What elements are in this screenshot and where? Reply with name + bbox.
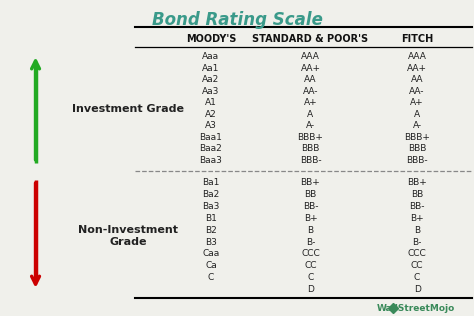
- Text: BBB: BBB: [408, 144, 426, 153]
- Text: CCC: CCC: [408, 250, 427, 258]
- Text: A2: A2: [205, 110, 217, 119]
- Text: AA-: AA-: [410, 87, 425, 96]
- Text: CC: CC: [304, 261, 317, 270]
- Text: AA: AA: [304, 76, 317, 84]
- Text: B-: B-: [306, 238, 315, 246]
- Text: Bond Rating Scale: Bond Rating Scale: [152, 11, 322, 29]
- Text: B1: B1: [205, 214, 217, 223]
- Text: A+: A+: [410, 98, 424, 107]
- Text: C: C: [208, 273, 214, 282]
- Text: BBB-: BBB-: [406, 156, 428, 165]
- Text: STANDARD & POOR'S: STANDARD & POOR'S: [253, 33, 368, 44]
- Text: MOODY'S: MOODY'S: [186, 33, 236, 44]
- Text: BBB: BBB: [301, 144, 319, 153]
- Text: AAA: AAA: [408, 52, 427, 61]
- Text: BB+: BB+: [301, 179, 320, 187]
- Text: AA-: AA-: [303, 87, 318, 96]
- Text: Baa1: Baa1: [200, 133, 222, 142]
- Text: Ca: Ca: [205, 261, 217, 270]
- Text: BB-: BB-: [303, 202, 318, 211]
- Text: D: D: [414, 285, 420, 294]
- Text: C: C: [414, 273, 420, 282]
- Text: AAA: AAA: [301, 52, 320, 61]
- Text: A-: A-: [306, 121, 315, 130]
- Text: B2: B2: [205, 226, 217, 235]
- Text: Ba3: Ba3: [202, 202, 219, 211]
- Text: BB: BB: [304, 190, 317, 199]
- Text: B3: B3: [205, 238, 217, 246]
- Text: CC: CC: [411, 261, 423, 270]
- Text: Aaa: Aaa: [202, 52, 219, 61]
- Text: Aa2: Aa2: [202, 76, 219, 84]
- Text: Baa2: Baa2: [200, 144, 222, 153]
- Text: B: B: [308, 226, 313, 235]
- Text: D: D: [307, 285, 314, 294]
- Text: B+: B+: [410, 214, 424, 223]
- Text: BB: BB: [411, 190, 423, 199]
- Text: BB-: BB-: [410, 202, 425, 211]
- Text: Non-Investment
Grade: Non-Investment Grade: [78, 225, 178, 247]
- Text: A-: A-: [412, 121, 422, 130]
- Text: Ba2: Ba2: [202, 190, 219, 199]
- Text: B+: B+: [304, 214, 317, 223]
- Text: BBB+: BBB+: [404, 133, 430, 142]
- Text: Baa3: Baa3: [200, 156, 222, 165]
- Text: A: A: [414, 110, 420, 119]
- Text: BB+: BB+: [407, 179, 427, 187]
- Text: Aa3: Aa3: [202, 87, 219, 96]
- Text: CCC: CCC: [301, 250, 320, 258]
- Text: A3: A3: [205, 121, 217, 130]
- Text: B-: B-: [412, 238, 422, 246]
- Text: A1: A1: [205, 98, 217, 107]
- Text: AA+: AA+: [407, 64, 427, 73]
- Text: Caa: Caa: [202, 250, 219, 258]
- Text: BBB+: BBB+: [298, 133, 323, 142]
- Text: C: C: [307, 273, 314, 282]
- Text: Investment Grade: Investment Grade: [72, 104, 184, 113]
- Text: FITCH: FITCH: [401, 33, 433, 44]
- Text: AA: AA: [411, 76, 423, 84]
- Text: B: B: [414, 226, 420, 235]
- Text: AA+: AA+: [301, 64, 320, 73]
- Text: Aa1: Aa1: [202, 64, 219, 73]
- Text: WallStreetMojo: WallStreetMojo: [377, 304, 455, 313]
- Text: A: A: [308, 110, 313, 119]
- Text: Ba1: Ba1: [202, 179, 219, 187]
- Text: BBB-: BBB-: [300, 156, 321, 165]
- Text: A+: A+: [304, 98, 317, 107]
